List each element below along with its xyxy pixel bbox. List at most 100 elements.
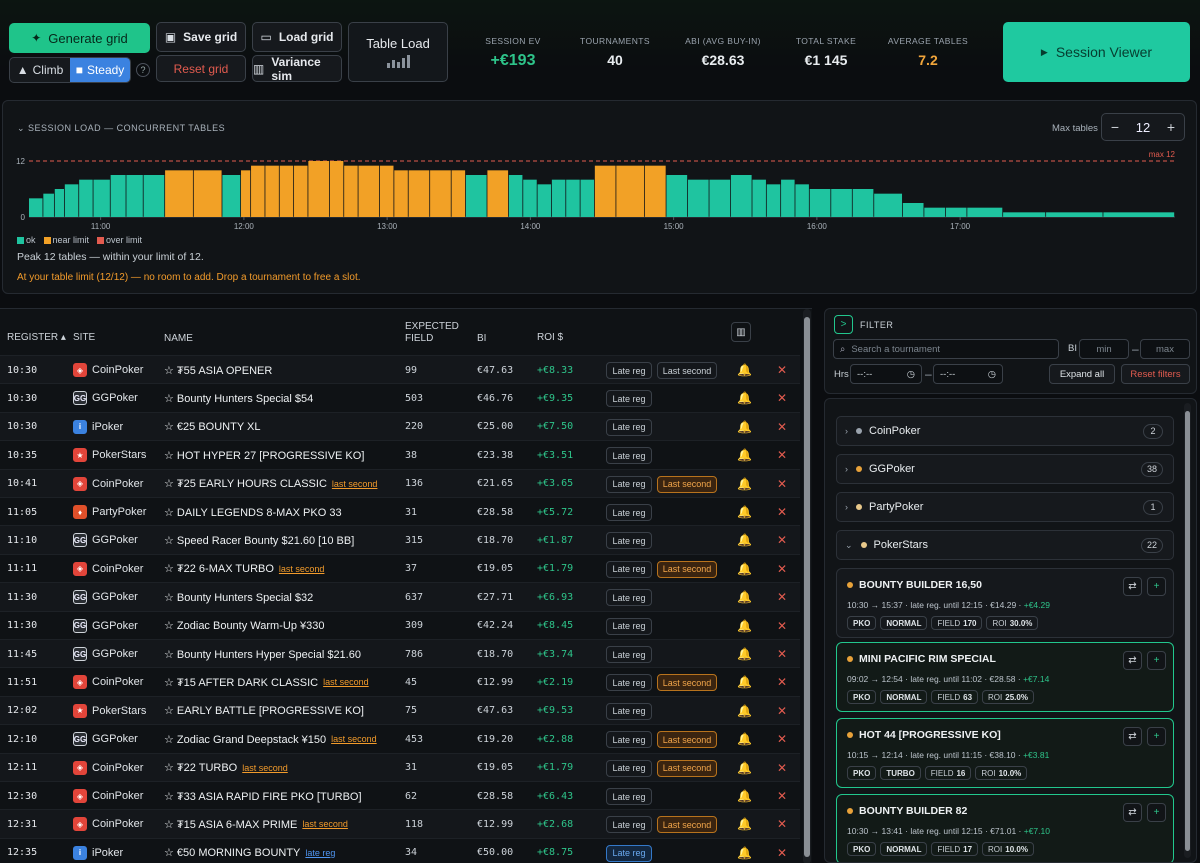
col-site[interactable]: SITE [73,332,96,343]
late-reg-button[interactable]: Late reg [606,447,652,465]
site-group-partypoker[interactable]: › PartyPoker 1 [836,492,1174,522]
remove-icon[interactable]: ✕ [777,533,788,548]
tournament-name-cell[interactable]: ☆ Bounty Hunters Special $54 [164,384,313,412]
table-row[interactable]: 10:35 ★ PokerStars ☆ HOT HYPER 27 [PROGRESS… [0,440,800,468]
bell-icon[interactable]: 🔔 [737,789,752,803]
timing-tag[interactable]: last second [302,819,348,830]
bell-icon[interactable]: 🔔 [737,817,752,832]
last-second-button[interactable]: Last second [657,731,717,749]
late-reg-button[interactable]: Late reg [606,702,652,720]
bell-icon[interactable]: 🔔 [737,845,752,860]
swap-icon[interactable]: ⇄ [1123,577,1142,596]
remove-icon[interactable]: ✕ [777,391,788,406]
remove-icon[interactable]: ✕ [777,590,788,605]
bell-icon[interactable]: 🔔 [737,505,752,519]
tournament-name-cell[interactable]: ☆ DAILY LEGENDS 8-MAX PKO 33 [164,498,342,526]
tournament-name-cell[interactable]: ☆ EARLY BATTLE [PROGRESSIVE KO] [164,697,364,725]
late-reg-button[interactable]: Late reg [606,674,652,692]
bell-icon[interactable]: 🔔 [737,647,752,661]
tournament-name-cell[interactable]: ☆ Speed Racer Bounty $21.60 [10 BB] [164,526,354,554]
late-reg-button[interactable]: Late reg [606,532,652,550]
tournament-name-cell[interactable]: ☆ ₮15 AFTER DARK CLASSIC last second [164,668,369,696]
remove-icon[interactable]: ✕ [777,732,788,747]
generate-grid-button[interactable]: ✦ Generate grid [9,23,150,53]
remove-icon[interactable]: ✕ [777,419,788,434]
add-icon[interactable]: + [1147,803,1166,822]
last-second-button[interactable]: Last second [657,759,717,777]
bell-icon[interactable]: 🔔 [737,760,752,775]
tournament-name-cell[interactable]: ☆ Bounty Hunters Hyper Special $21.60 [164,640,361,668]
last-second-button[interactable]: Last second [657,475,717,493]
remove-icon[interactable]: ✕ [777,760,788,775]
late-reg-button[interactable]: Late reg [606,844,652,862]
table-row[interactable]: 11:51 ◈ CoinPoker ☆ ₮15 AFTER DARK CLASSIC l… [0,667,800,695]
reset-grid-button[interactable]: Reset grid [156,55,246,82]
hrs-to-input[interactable]: --:-- ◷ [933,364,1003,384]
table-row[interactable]: 10:30 i iPoker ☆ €25 BOUNTY XL 220 €25.00 +€7.… [0,411,800,441]
variance-sim-button[interactable]: ▥ Variance sim [252,55,342,83]
table-row[interactable]: 10:30 GG GGPoker ☆ Bounty Hunters Special $… [0,383,800,411]
late-reg-button[interactable]: Late reg [606,475,652,493]
remove-icon[interactable]: ✕ [777,703,788,718]
tournament-card[interactable]: BOUNTY BUILDER 16,50 10:30 → 15:37 · late… [836,568,1174,638]
timing-tag[interactable]: last second [323,677,369,688]
groups-scroll-thumb[interactable] [1185,411,1190,851]
tournament-name-cell[interactable]: ☆ ₮22 6-MAX TURBO last second [164,555,324,583]
late-reg-button[interactable]: Late reg [606,617,652,635]
bell-icon[interactable]: 🔔 [737,363,752,377]
bell-icon[interactable]: 🔔 [737,533,752,548]
search-input[interactable]: ⌕ Search a tournament [833,339,1059,359]
remove-icon[interactable]: ✕ [777,476,788,491]
tournament-name-cell[interactable]: ☆ Zodiac Bounty Warm-Up ¥330 [164,612,324,640]
table-row[interactable]: 11:30 GG GGPoker ☆ Bounty Hunters Special $… [0,582,800,611]
late-reg-button[interactable]: Late reg [606,418,652,436]
columns-icon[interactable]: ▥ [731,322,751,342]
col-name[interactable]: NAME [164,333,193,344]
remove-icon[interactable]: ✕ [777,789,788,803]
table-scroll-thumb[interactable] [804,317,810,857]
tournament-name-cell[interactable]: ☆ €25 BOUNTY XL [164,413,260,441]
swap-icon[interactable]: ⇄ [1123,727,1142,746]
remove-icon[interactable]: ✕ [777,675,788,690]
tournament-name-cell[interactable]: ☆ Bounty Hunters Special $32 [164,583,313,611]
tournament-name-cell[interactable]: ☆ ₮25 EARLY HOURS CLASSIC last second [164,470,377,498]
col-field[interactable]: FIELD [405,333,434,344]
late-reg-button[interactable]: Late reg [606,560,652,578]
tournament-card[interactable]: HOT 44 [PROGRESSIVE KO] 10:15 → 12:14 · l… [836,718,1174,788]
table-row[interactable]: 12:30 ◈ CoinPoker ☆ ₮33 ASIA RAPID FIRE PKO… [0,781,800,809]
late-reg-button[interactable]: Late reg [606,759,652,777]
table-row[interactable]: 12:02 ★ PokerStars ☆ EARLY BATTLE [PROGRESS… [0,695,800,725]
table-row[interactable]: 11:30 GG GGPoker ☆ Zodiac Bounty Warm-Up ¥3… [0,610,800,640]
table-row[interactable]: 12:11 ◈ CoinPoker ☆ ₮22 TURBO last second 31 €… [0,752,800,781]
add-icon[interactable]: + [1147,577,1166,596]
bell-icon[interactable]: 🔔 [737,590,752,605]
remove-icon[interactable]: ✕ [777,845,788,860]
tournament-name-cell[interactable]: ☆ ₮33 ASIA RAPID FIRE PKO [TURBO] [164,782,362,810]
timing-tag[interactable]: last second [278,563,325,574]
decrement-button[interactable]: − [1110,119,1120,135]
increment-button[interactable]: + [1166,119,1176,135]
site-group-ggpoker[interactable]: › GGPoker 38 [836,454,1174,484]
climb-option[interactable]: ▲ Climb [10,58,70,82]
tournament-name-cell[interactable]: ☆ ₮15 ASIA 6-MAX PRIME last second [164,810,348,838]
late-reg-button[interactable]: Late reg [606,646,652,663]
table-load-button[interactable]: Table Load [348,22,448,82]
add-icon[interactable]: + [1147,651,1166,670]
bi-max-input[interactable]: max [1140,339,1190,359]
table-row[interactable]: 12:31 ◈ CoinPoker ☆ ₮15 ASIA 6-MAX PRIME las… [0,809,800,838]
tournament-name-cell[interactable]: ☆ HOT HYPER 27 [PROGRESSIVE KO] [164,441,364,469]
last-second-button[interactable]: Last second [657,816,717,834]
late-reg-button[interactable]: Late reg [606,504,652,521]
col-field-top[interactable]: EXPECTED [405,321,459,332]
remove-icon[interactable]: ✕ [777,647,788,661]
reset-filters-button[interactable]: Reset filters [1121,364,1190,384]
swap-icon[interactable]: ⇄ [1123,651,1142,670]
remove-icon[interactable]: ✕ [777,505,788,519]
timing-tag[interactable]: last second [331,734,377,745]
bell-icon[interactable]: 🔔 [737,419,752,434]
bell-icon[interactable]: 🔔 [737,703,752,718]
swap-icon[interactable]: ⇄ [1123,803,1142,822]
last-second-button[interactable]: Last second [657,362,717,379]
table-row[interactable]: 11:45 GG GGPoker ☆ Bounty Hunters Hyper Spe… [0,639,800,668]
late-reg-button[interactable]: Late reg [606,390,652,408]
